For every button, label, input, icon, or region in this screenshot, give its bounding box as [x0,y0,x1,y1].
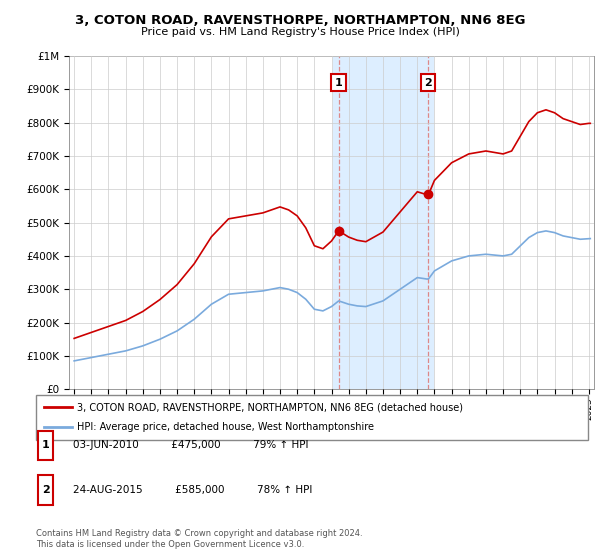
Text: 2: 2 [424,78,432,88]
Bar [38,431,53,460]
Text: 24-AUG-2015          £585,000          78% ↑ HPI: 24-AUG-2015 £585,000 78% ↑ HPI [60,485,313,495]
Bar [38,475,53,505]
Text: 03-JUN-2010          £475,000          79% ↑ HPI: 03-JUN-2010 £475,000 79% ↑ HPI [60,440,308,450]
Text: 3, COTON ROAD, RAVENSTHORPE, NORTHAMPTON, NN6 8EG (detached house): 3, COTON ROAD, RAVENSTHORPE, NORTHAMPTON… [77,402,463,412]
Text: HPI: Average price, detached house, West Northamptonshire: HPI: Average price, detached house, West… [77,422,374,432]
Text: Contains HM Land Registry data © Crown copyright and database right 2024.
This d: Contains HM Land Registry data © Crown c… [36,529,362,549]
Text: 2: 2 [42,485,49,495]
Bar [333,56,433,389]
Text: Price paid vs. HM Land Registry's House Price Index (HPI): Price paid vs. HM Land Registry's House … [140,27,460,37]
Text: 1: 1 [42,440,49,450]
Text: 3, COTON ROAD, RAVENSTHORPE, NORTHAMPTON, NN6 8EG: 3, COTON ROAD, RAVENSTHORPE, NORTHAMPTON… [75,14,525,27]
Text: 1: 1 [335,78,343,88]
